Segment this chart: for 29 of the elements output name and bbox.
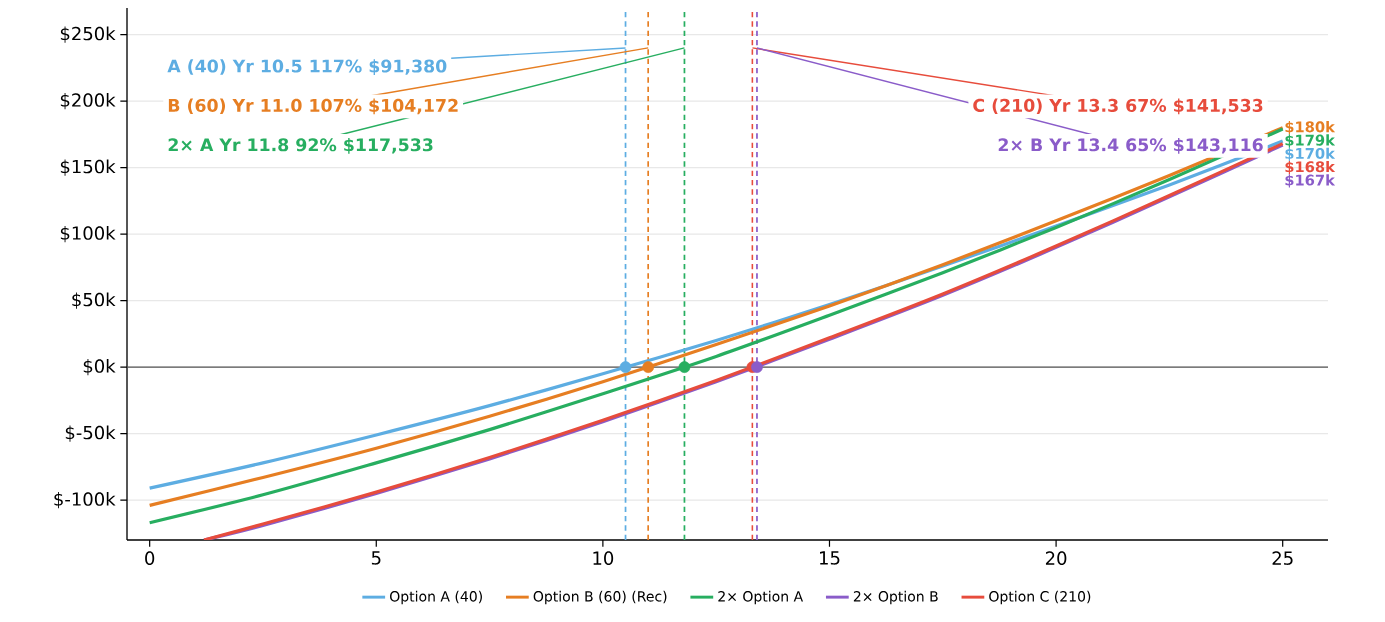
- y-tick-label: $150k: [60, 159, 116, 176]
- data-label: $168k: [1285, 160, 1336, 175]
- x-tick-label: 25: [1272, 551, 1293, 565]
- legend-label: 2× Option B: [853, 590, 938, 605]
- annotation: A (40) Yr 10.5 117% $91,380: [167, 59, 447, 75]
- data-label: $167k: [1285, 174, 1336, 188]
- annotation: C (210) Yr 13.3 67% $141,533: [973, 98, 1263, 115]
- y-tick-label: $0k: [83, 358, 116, 376]
- legend-label: Option A (40): [390, 590, 482, 605]
- data-label: $180k: [1285, 121, 1336, 135]
- y-tick-label: $-100k: [54, 491, 116, 509]
- y-tick-label: $50k: [72, 292, 116, 309]
- y-tick-label: $200k: [60, 92, 116, 110]
- y-tick-label: $100k: [60, 225, 116, 243]
- data-label: $170k: [1285, 147, 1336, 161]
- data-label: $179k: [1285, 134, 1336, 148]
- legend-label: Option B (60) (Rec): [533, 590, 667, 605]
- legend-label: Option C (210): [989, 590, 1091, 605]
- y-tick-label: $250k: [60, 26, 116, 43]
- x-tick-label: 5: [371, 551, 381, 565]
- x-tick-label: 0: [145, 551, 155, 565]
- annotation: 2× B Yr 13.4 65% $143,116: [998, 137, 1263, 154]
- x-tick-label: 10: [593, 551, 614, 565]
- y-tick-label: $-50k: [65, 425, 116, 442]
- legend-label: 2× Option A: [718, 590, 804, 605]
- annotation: 2× A Yr 11.8 92% $117,533: [168, 137, 433, 154]
- annotation: B (60) Yr 11.0 107% $104,172: [168, 98, 458, 115]
- x-tick-label: 15: [820, 551, 840, 565]
- x-tick-label: 20: [1045, 551, 1067, 565]
